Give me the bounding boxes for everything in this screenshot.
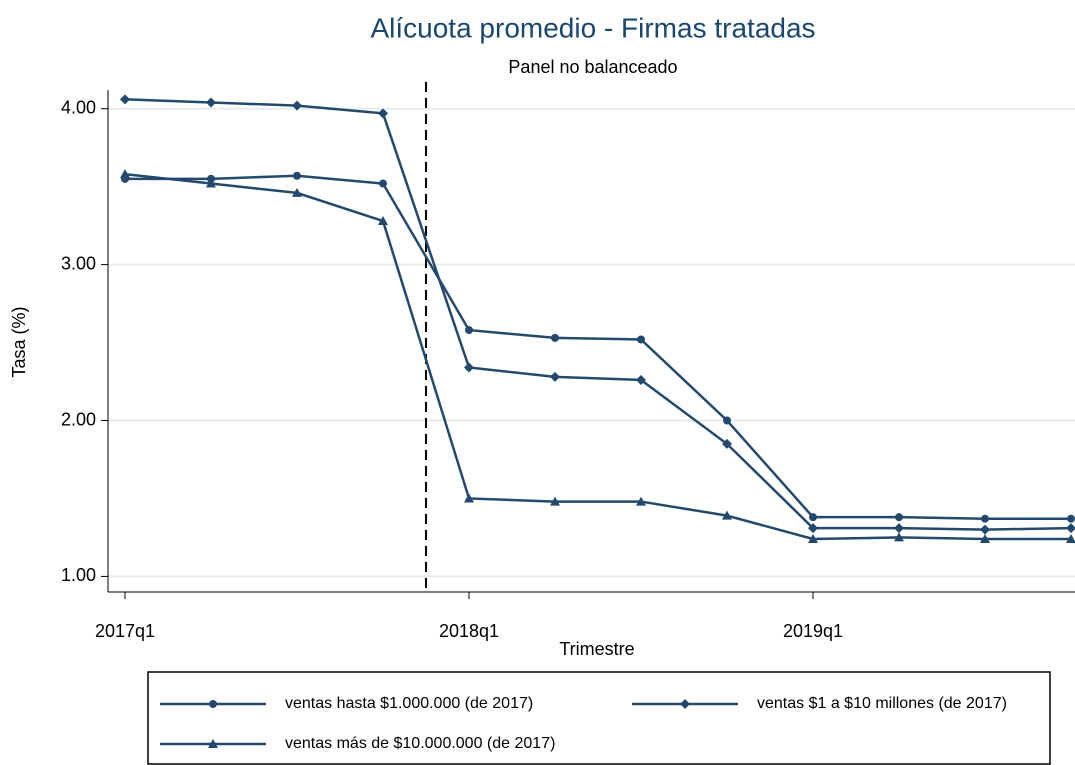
data-point	[722, 438, 732, 449]
data-point	[378, 215, 388, 225]
data-point	[292, 100, 302, 111]
data-point	[894, 532, 904, 542]
data-point	[980, 524, 990, 535]
data-point	[206, 178, 216, 188]
legend-marker	[680, 699, 690, 709]
data-point	[550, 371, 560, 382]
legend-label: ventas $1 a $10 millones (de 2017)	[757, 695, 1007, 712]
chart-title: Alícuota promedio - Firmas tratadas	[370, 12, 815, 43]
data-point	[808, 533, 818, 543]
y-tick-label: 4.00	[61, 97, 96, 117]
series-line	[125, 174, 1071, 520]
series-line	[124, 172, 1071, 541]
y-tick-label: 1.00	[61, 565, 96, 585]
legend-marker	[209, 700, 217, 708]
y-axis-label: Tasa (%)	[9, 306, 29, 377]
data-point	[637, 335, 645, 344]
data-point	[464, 362, 474, 373]
data-point	[636, 496, 646, 506]
data-point	[808, 523, 818, 534]
data-point	[894, 523, 904, 534]
data-point	[551, 333, 559, 342]
chart-subtitle: Panel no balanceado	[508, 57, 677, 77]
data-point	[895, 513, 903, 522]
data-point	[636, 374, 646, 385]
x-axis-label: Trimestre	[559, 639, 634, 659]
y-tick-label: 3.00	[61, 253, 96, 273]
legend-box	[147, 671, 1051, 765]
data-point	[464, 493, 474, 503]
y-tick-label: 2.00	[61, 409, 96, 429]
data-point	[550, 496, 560, 506]
legend-label: ventas más de $10.000.000 (de 2017)	[285, 735, 555, 752]
x-tick-label: 2019q1	[783, 621, 843, 641]
data-point	[465, 326, 473, 335]
data-point	[1066, 533, 1075, 543]
data-point	[980, 533, 990, 543]
x-tick-label: 2018q1	[439, 621, 499, 641]
data-point	[723, 416, 731, 425]
legend-label: ventas hasta $1.000.000 (de 2017)	[285, 695, 533, 712]
data-point	[1067, 514, 1075, 523]
data-point	[120, 94, 130, 105]
data-point	[379, 179, 387, 188]
data-point	[293, 171, 301, 180]
data-point	[120, 169, 130, 179]
data-point	[378, 108, 388, 119]
series-line	[124, 98, 1072, 531]
data-point	[292, 187, 302, 197]
legend-marker	[208, 739, 218, 748]
data-point	[1066, 523, 1075, 534]
data-point	[722, 510, 732, 520]
data-point	[981, 514, 989, 523]
x-tick-label: 2017q1	[95, 621, 155, 641]
data-point	[809, 513, 817, 522]
data-point	[206, 97, 216, 108]
